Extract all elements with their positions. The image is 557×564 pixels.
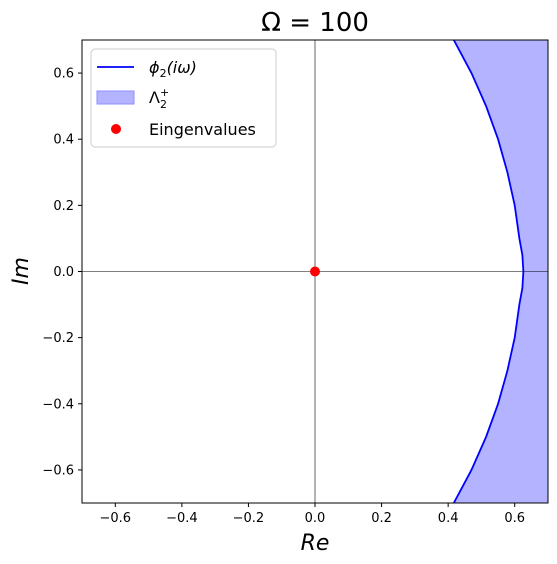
legend: ϕ2(iω) Λ2+ Eingenvalues xyxy=(90,48,277,148)
y-tick-label: 0.4 xyxy=(53,133,74,148)
legend-area-label-sup: + xyxy=(160,86,169,99)
y-axis-label: Im xyxy=(9,257,34,285)
x-tick-label: 0.4 xyxy=(438,511,459,526)
x-tick-label: −0.4 xyxy=(166,511,198,526)
legend-area-label-sub: 2 xyxy=(160,98,167,111)
legend-line-label: ϕ2(iω) xyxy=(149,58,197,80)
legend-line-label-sub: 2 xyxy=(160,67,167,80)
legend-line-label-rest: (iω) xyxy=(167,58,197,77)
legend-scatter-label: Eingenvalues xyxy=(149,120,256,139)
plot-content xyxy=(82,40,548,503)
legend-line-label-base: ϕ xyxy=(149,58,160,77)
x-tick-label: 0.0 xyxy=(305,511,326,526)
x-tick-label: 0.6 xyxy=(504,511,525,526)
x-tick-label: 0.2 xyxy=(371,511,392,526)
legend-area-swatch xyxy=(96,90,135,105)
legend-area-label-base: Λ xyxy=(149,88,160,107)
legend-scatter-swatch xyxy=(111,124,121,134)
y-tick-label: 0.0 xyxy=(53,265,74,280)
lambda-region-area xyxy=(453,40,548,503)
x-axis-label: Re xyxy=(301,531,330,556)
x-axis-ticks: −0.6 −0.4 −0.2 0.0 0.2 0.4 0.6 xyxy=(99,503,525,526)
y-tick-label: −0.4 xyxy=(42,397,74,412)
y-tick-label: −0.6 xyxy=(42,463,74,478)
x-tick-label: −0.2 xyxy=(233,511,265,526)
x-tick-label: −0.6 xyxy=(99,511,131,526)
y-tick-label: −0.2 xyxy=(42,331,74,346)
eigenvalue-point xyxy=(310,266,320,277)
phi-curve-line xyxy=(453,40,525,503)
legend-area-label: Λ2+ xyxy=(149,86,169,111)
y-tick-label: 0.6 xyxy=(53,67,74,82)
y-tick-label: 0.2 xyxy=(53,199,74,214)
y-axis-ticks: −0.6 −0.4 −0.2 0.0 0.2 0.4 0.6 xyxy=(42,67,82,478)
legend-box xyxy=(90,48,277,148)
chart-title: Ω = 100 xyxy=(261,8,369,38)
